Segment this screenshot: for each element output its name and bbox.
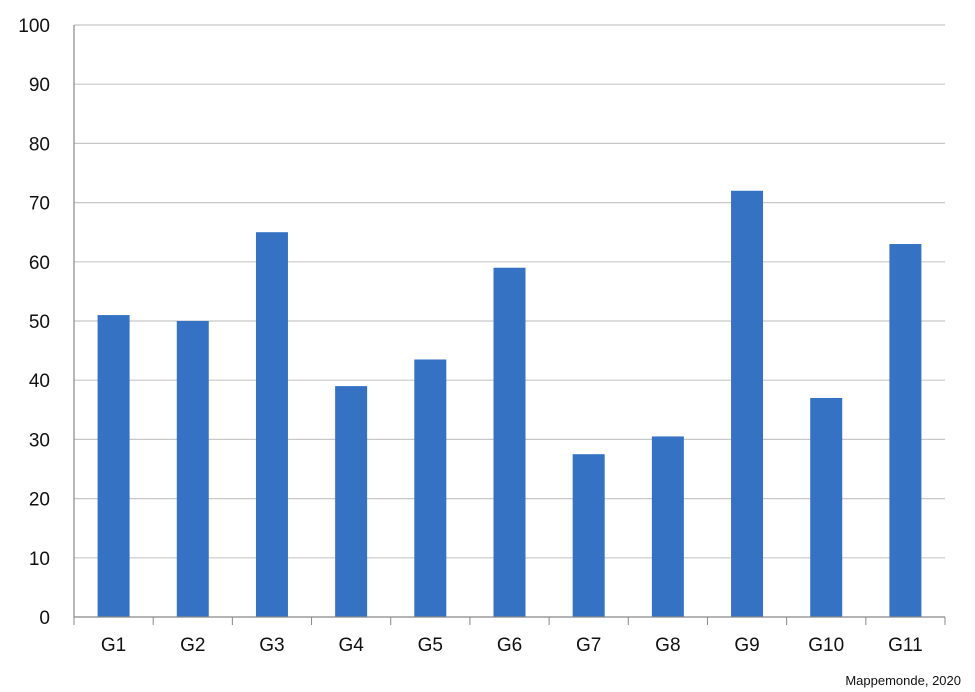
x-tick-label-G9: G9	[734, 635, 759, 656]
y-tick-label-40: 40	[29, 371, 50, 392]
y-tick-label-50: 50	[29, 312, 50, 333]
y-tick-label-70: 70	[29, 194, 50, 215]
y-tick-label-90: 90	[29, 75, 50, 96]
bar-G11	[889, 244, 922, 618]
y-tick-label-30: 30	[29, 430, 50, 451]
y-tick-label-80: 80	[29, 134, 50, 155]
x-tick-label-G10: G10	[808, 635, 844, 656]
y-tick-label-100: 100	[18, 16, 50, 37]
x-tick-label-G1: G1	[101, 635, 126, 656]
axes	[73, 25, 946, 625]
x-tick-label-G5: G5	[418, 635, 443, 656]
bar-G5	[414, 359, 447, 617]
y-tick-label-10: 10	[29, 549, 50, 570]
y-tick-label-0: 0	[39, 608, 50, 629]
bar-G9	[731, 190, 764, 617]
bar-G2	[176, 321, 209, 617]
source-note: Mappemonde, 2020	[845, 673, 961, 688]
x-tick-label-G2: G2	[180, 635, 205, 656]
x-tick-label-G3: G3	[259, 635, 284, 656]
x-axis-tick-labels: G1 G2 G3 G4 G5 G6 G7 G8 G9 G10 G11	[101, 635, 923, 656]
x-tick-label-G6: G6	[497, 635, 522, 656]
x-tick-label-G8: G8	[655, 635, 680, 656]
bar-G10	[810, 397, 843, 617]
x-tick-label-G4: G4	[338, 635, 364, 656]
bars	[97, 190, 922, 618]
bar-G4	[335, 386, 368, 617]
y-tick-label-20: 20	[29, 490, 50, 511]
x-tick-label-G11: G11	[888, 635, 923, 656]
bar-G7	[572, 454, 605, 617]
bar-G8	[651, 436, 684, 617]
bar-G3	[255, 232, 288, 617]
y-tick-label-60: 60	[29, 253, 50, 274]
x-tick-label-G7: G7	[576, 635, 601, 656]
bar-G6	[493, 267, 526, 617]
bar-G1	[97, 315, 130, 617]
y-axis-tick-labels: 0 10 20 30 40 50 60 70 80 90 100	[18, 16, 50, 629]
